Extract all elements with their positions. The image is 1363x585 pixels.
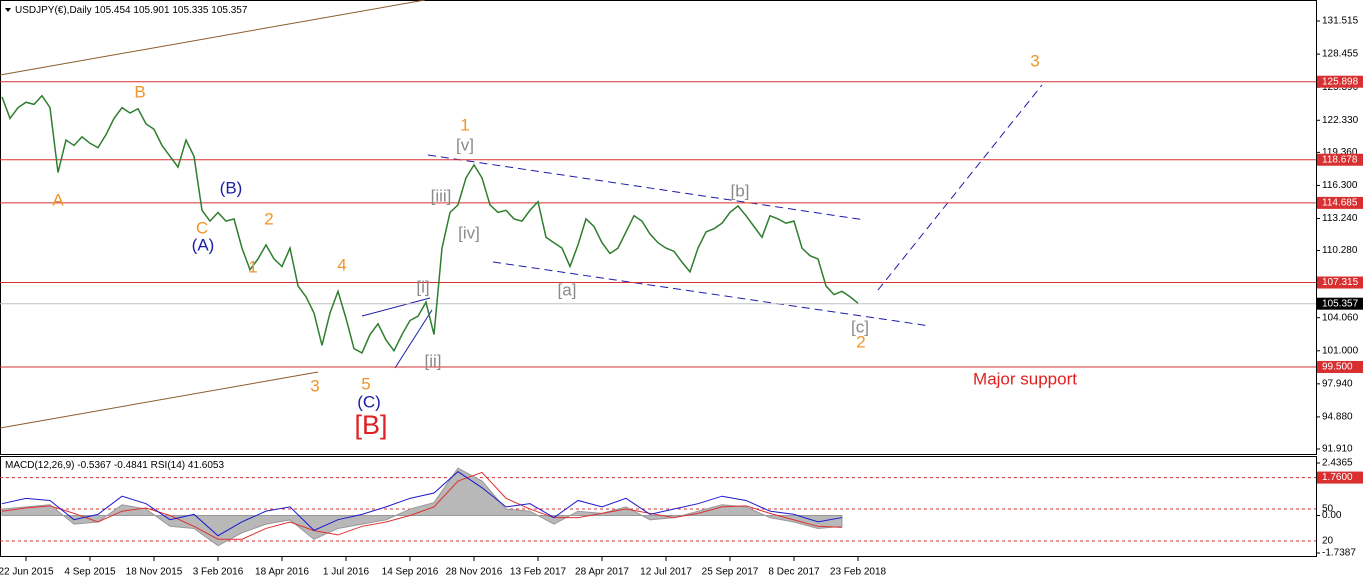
x-tick-label: 25 Sep 2017	[702, 567, 759, 578]
wedge-line	[394, 309, 433, 369]
x-tick-label: 14 Sep 2016	[382, 567, 439, 578]
y-tick-label: 110.280	[1322, 245, 1358, 256]
level-box	[1317, 75, 1363, 88]
y-tick-label: 94.880	[1322, 412, 1353, 423]
x-tick-label: 28 Apr 2017	[575, 567, 629, 578]
header: USDJPY(€),Daily 105.454 105.901 105.335 …	[15, 5, 248, 16]
wave-label: 4	[337, 255, 346, 274]
wave-label: [ii]	[425, 351, 442, 370]
x-tick-label: 23 Feb 2018	[830, 567, 887, 578]
wave-label: 2	[856, 332, 865, 351]
price-line	[1, 94, 859, 354]
y-tick-label: -1.7387	[1322, 548, 1356, 559]
level-label: 107.315	[1322, 277, 1359, 288]
last-price-label: 105.357	[1322, 298, 1359, 309]
wave-label: 1	[460, 115, 469, 134]
support-note: Major support	[973, 369, 1077, 388]
y-tick-label: 0.00	[1322, 510, 1342, 521]
sub-header: MACD(12,26,9) -0.5367 -0.4841 RSI(14) 41…	[5, 460, 224, 471]
x-tick-label: 13 Feb 2017	[510, 567, 567, 578]
last-price-box	[1317, 297, 1363, 310]
channel-line	[0, 0, 426, 76]
wave-label: C	[196, 218, 208, 237]
rsi-label: RSI(14)	[151, 460, 185, 471]
wave-label: [iii]	[431, 186, 452, 205]
projection-line	[877, 84, 1043, 291]
y-tick-label: 119.360	[1322, 147, 1358, 158]
wave-label: [v]	[456, 135, 474, 154]
y-tick-label: 128.455	[1322, 49, 1359, 60]
y-tick-label: 97.940	[1322, 378, 1353, 389]
x-tick-label: 12 Jul 2017	[640, 567, 692, 578]
level-label: 118.678	[1322, 154, 1358, 165]
wave-label: 5	[361, 374, 370, 393]
signal-value: -0.4841	[114, 460, 148, 471]
trend-lines	[0, 0, 1043, 429]
level-box	[1317, 153, 1363, 166]
wave-label: 3	[310, 376, 319, 395]
y-tick-label: 101.000	[1322, 345, 1359, 356]
menu-icon	[5, 8, 11, 12]
wave-label: [iv]	[458, 223, 480, 242]
level-label: 1.7600	[1322, 472, 1353, 483]
wave-label: (C)	[357, 392, 381, 411]
y-tick-label: 122.330	[1322, 115, 1359, 126]
level-box	[1317, 196, 1363, 209]
channel-dashed	[492, 261, 931, 327]
wave-label: 1	[248, 257, 257, 276]
channel-line	[0, 371, 319, 429]
y-tick-label: 116.300	[1322, 180, 1358, 191]
level-label: 99.500	[1322, 362, 1353, 373]
wedge-line	[361, 297, 431, 317]
wave-label: 3	[1030, 51, 1039, 70]
wave-label: 2	[264, 209, 273, 228]
ohlc-high: 105.901	[133, 5, 170, 16]
level-box	[1317, 360, 1363, 373]
macd-value: -0.5367	[77, 460, 111, 471]
x-tick-label: 22 Jun 2015	[0, 567, 54, 578]
wave-label: [c]	[851, 317, 869, 336]
x-tick-label: 4 Sep 2015	[64, 567, 116, 578]
wave-labels: A B C (B) (A) 2 1 4 3 5 (C) [B] 1 [v] [i…	[52, 51, 1077, 440]
level-label: 125.898	[1322, 76, 1359, 87]
y2-tick-label: 50	[1322, 504, 1334, 515]
wave-label: [b]	[731, 181, 750, 200]
y-tick-label: 2.4365	[1322, 458, 1353, 469]
y-tick-label: 91.910	[1322, 444, 1353, 455]
ohlc-open: 105.454	[94, 5, 131, 16]
wave-label: B	[134, 82, 145, 101]
wave-label: (A)	[192, 235, 215, 254]
y-tick-label: 104.060	[1322, 312, 1359, 323]
y2-tick-label: 20	[1322, 536, 1334, 547]
symbol: USDJPY(€),Daily	[15, 5, 92, 16]
level-label: 114.685	[1322, 198, 1358, 209]
wave-label: [a]	[558, 280, 577, 299]
rsi-line	[1, 471, 843, 537]
ohlc-close: 105.357	[211, 5, 248, 16]
wave-label: A	[52, 190, 64, 209]
x-tick-label: 3 Feb 2016	[193, 567, 244, 578]
wave-label: [i]	[416, 277, 429, 296]
level-box	[1317, 276, 1363, 289]
y-tick-label: 113.240	[1322, 213, 1358, 224]
x-tick-label: 18 Nov 2015	[126, 567, 183, 578]
macd-label: MACD(12,26,9)	[5, 460, 74, 471]
wave-label: (B)	[220, 178, 243, 197]
x-tick-label: 8 Dec 2017	[768, 567, 820, 578]
ohlc-low: 105.335	[172, 5, 209, 16]
x-tick-label: 18 Apr 2016	[255, 567, 309, 578]
sub-frame	[0, 456, 1317, 557]
channel-dashed	[427, 154, 866, 221]
y-tick-label: 131.515	[1322, 16, 1359, 27]
main-frame	[0, 0, 1317, 455]
wave-label: [B]	[354, 410, 387, 440]
level-box	[1317, 471, 1363, 484]
signal-line	[1, 471, 843, 540]
macd-area	[1, 467, 843, 547]
rsi-value: 41.6053	[188, 460, 225, 471]
x-tick-label: 1 Jul 2016	[323, 567, 370, 578]
x-tick-label: 28 Nov 2016	[446, 567, 503, 578]
